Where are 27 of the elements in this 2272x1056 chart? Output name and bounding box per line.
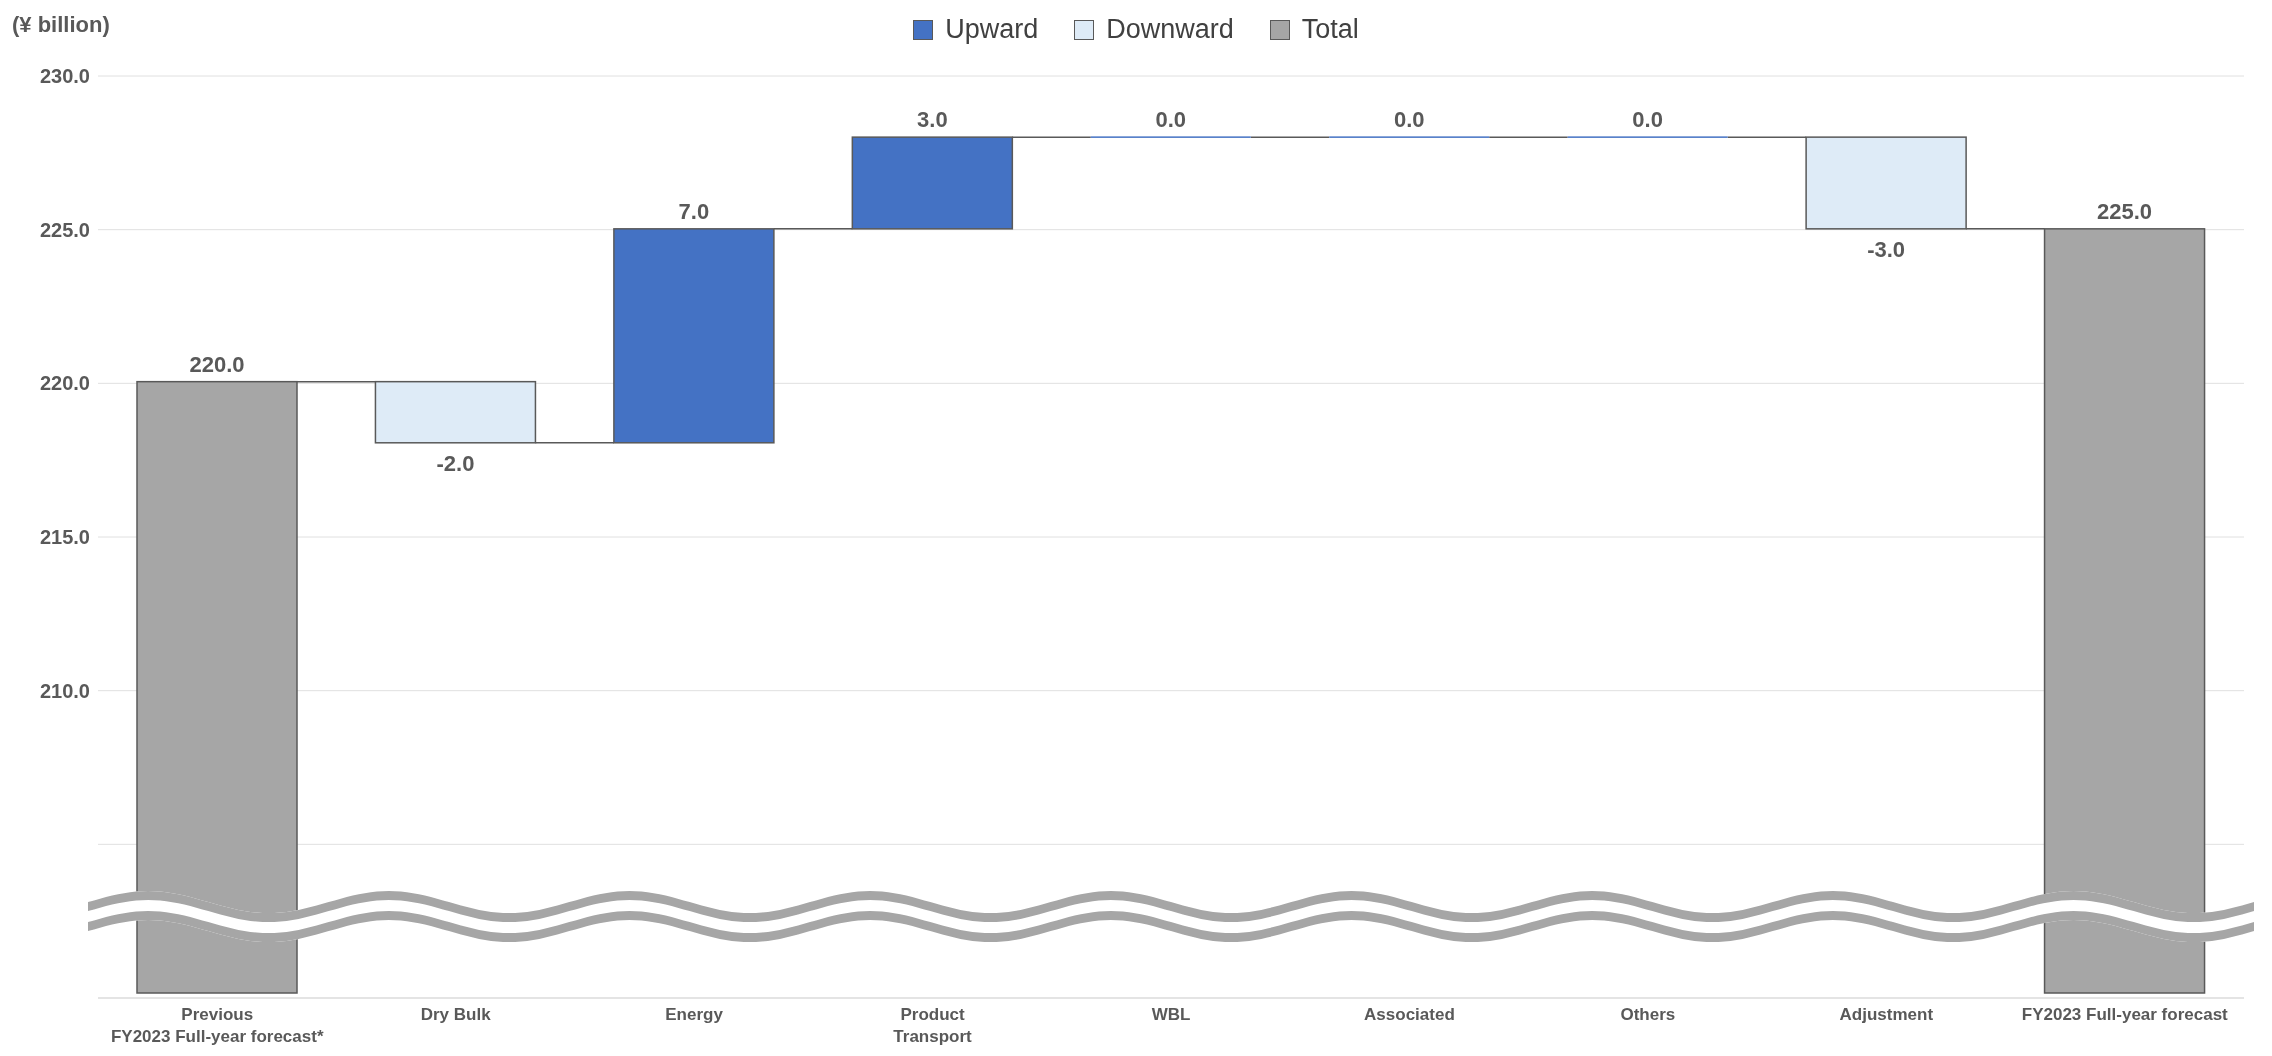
data-label: 225.0 bbox=[2097, 198, 2153, 224]
x-tick-label: Previous FY2023 Full-year forecast* bbox=[110, 1005, 324, 1046]
x-tick-label: WBL bbox=[1151, 1005, 1191, 1024]
data-label: -3.0 bbox=[1867, 236, 1906, 262]
y-tick-label: 210.0 bbox=[39, 679, 90, 702]
data-label: 7.0 bbox=[678, 198, 710, 224]
data-label: 0.0 bbox=[1393, 107, 1425, 133]
legend-label: Total bbox=[1300, 14, 1359, 45]
data-label: 220.0 bbox=[189, 351, 245, 377]
y-axis-title: (¥ billion) bbox=[12, 12, 110, 38]
legend-label: Downward bbox=[1105, 14, 1234, 45]
x-tick-label: Energy bbox=[665, 1005, 724, 1024]
data-label: 0.0 bbox=[1155, 107, 1187, 133]
x-tick-label: FY2023 Full-year forecast bbox=[2021, 1005, 2229, 1024]
y-tick-label: 230.0 bbox=[39, 65, 90, 88]
data-label: -2.0 bbox=[436, 450, 475, 476]
x-tick-label: Product Transport bbox=[893, 1005, 973, 1046]
x-tick-label: Others bbox=[1620, 1005, 1676, 1024]
legend-label: Upward bbox=[944, 14, 1039, 45]
x-tick-label: Dry Bulk bbox=[420, 1005, 492, 1024]
y-tick-label: 220.0 bbox=[39, 372, 90, 395]
data-label: 3.0 bbox=[917, 107, 948, 133]
x-tick-label: Associated bbox=[1364, 1005, 1455, 1024]
y-tick-label: 215.0 bbox=[39, 526, 90, 549]
data-label: 0.0 bbox=[1632, 107, 1663, 133]
x-tick-label: Adjustment bbox=[1839, 1005, 1934, 1024]
y-tick-label: 225.0 bbox=[39, 218, 90, 241]
